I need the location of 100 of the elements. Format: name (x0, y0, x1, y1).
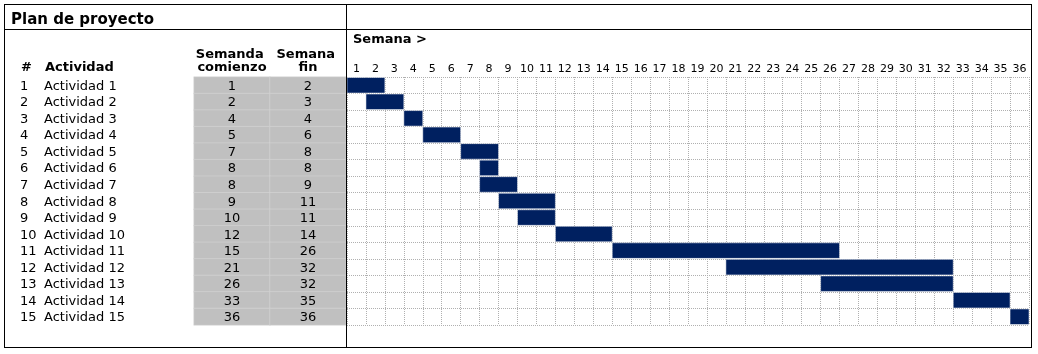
y-tick-label: Actividad 9 (44, 210, 117, 226)
data-label: 4 (227, 110, 237, 126)
data-label: 3 (303, 94, 313, 110)
y2-tick-label: 13 (20, 276, 37, 292)
y-tick-label: Actividad 6 (44, 160, 117, 176)
data-label: 36 (299, 309, 317, 325)
x-tick-label: 27 (842, 62, 857, 75)
y2-tick-label: 3 (20, 110, 29, 126)
y-tick-label: Actividad 13 (44, 276, 125, 292)
x-tick-label: 36 (1012, 62, 1027, 75)
data-label: 8 (227, 160, 237, 176)
text: # (21, 59, 32, 74)
y-tick-label: Actividad 2 (44, 94, 117, 110)
y2-tick-label: 5 (20, 143, 29, 159)
x-tick-label: Semanda comienzo (195, 46, 269, 74)
x-tick-label: 2 (371, 62, 379, 75)
data-label: 1 (227, 77, 237, 93)
y2-tick-label: 9 (20, 210, 29, 226)
y2-tick-label: 8 (20, 193, 29, 209)
x-tick-label: 18 (671, 62, 686, 75)
x-tick-label: 11 (538, 62, 553, 75)
data-label: 8 (303, 143, 313, 159)
x-tick-label: 16 (633, 62, 648, 75)
data-label: 9 (227, 193, 237, 209)
y-tick-label: Actividad 10 (44, 226, 125, 242)
chart-title: Plan de proyecto (11, 10, 155, 28)
data-label: 32 (299, 259, 317, 275)
x-tick-label: 17 (652, 62, 667, 75)
y-tick-label: Actividad 5 (44, 143, 117, 159)
data-label: 5 (227, 127, 237, 143)
x-tick-label: 1 (352, 62, 360, 75)
data-label: 35 (299, 292, 317, 308)
data-label: 6 (303, 127, 313, 143)
y2-tick-label: 15 (20, 309, 37, 325)
y2-tick-label: 4 (20, 127, 29, 143)
x-tick-label: 22 (747, 62, 762, 75)
y2-tick-label: 12 (20, 259, 37, 275)
data-label: 12 (223, 226, 241, 242)
data-label: 9 (303, 176, 313, 192)
x-tick-label: 5 (428, 62, 436, 75)
y2-tick-label: 6 (20, 160, 29, 176)
x-tick-label: 13 (576, 62, 591, 75)
y-tick-label: Actividad 4 (44, 127, 117, 143)
y-axis-title: Actividad (45, 59, 114, 74)
y2-tick-label: 7 (20, 176, 29, 192)
data-label: 8 (227, 176, 237, 192)
x-tick-label: 26 (823, 62, 838, 75)
y2-tick-label: 10 (20, 226, 37, 242)
x-tick-label: 24 (785, 62, 800, 75)
x-tick-label: 15 (614, 62, 629, 75)
y2-tick-label: 2 (20, 94, 29, 110)
data-label: 2 (227, 94, 237, 110)
x-tick-label: Semana fin (276, 46, 340, 74)
x-tick-label: 19 (690, 62, 705, 75)
x-tick-label: 34 (974, 62, 989, 75)
x-tick-label: 23 (766, 62, 781, 75)
data-label: 4 (303, 110, 313, 126)
x-tick-label: 4 (409, 62, 417, 75)
y-tick-label: Actividad 1 (44, 77, 117, 93)
data-label: 21 (223, 259, 241, 275)
x-tick-label: 32 (936, 62, 951, 75)
x-tick-label: 35 (993, 62, 1008, 75)
y-tick-label: Actividad 8 (44, 193, 117, 209)
data-label: 15 (223, 243, 241, 259)
data-label: 11 (299, 210, 317, 226)
x-tick-label: 14 (595, 62, 610, 75)
x-tick-label: 29 (879, 62, 894, 75)
x-tick-label: 12 (557, 62, 572, 75)
data-label: 8 (303, 160, 313, 176)
data-label: 10 (223, 210, 241, 226)
x-tick-label: 21 (728, 62, 743, 75)
y-tick-label: Actividad 3 (44, 110, 117, 126)
x-tick-label: 30 (898, 62, 913, 75)
y-tick-label: Actividad 7 (44, 176, 117, 192)
data-label: 11 (299, 193, 317, 209)
x-tick-label: 7 (466, 62, 474, 75)
y2-tick-label: 11 (20, 243, 37, 259)
data-label: 2 (303, 77, 313, 93)
x-tick-label: 9 (504, 62, 512, 75)
data-label: 36 (223, 309, 241, 325)
data-label: 32 (299, 276, 317, 292)
y-tick-label: Actividad 12 (44, 259, 125, 275)
data-label: 33 (223, 292, 241, 308)
x-tick-label: 33 (955, 62, 970, 75)
x-tick-label: 28 (860, 62, 875, 75)
x-tick-label: 31 (917, 62, 932, 75)
data-label: 26 (223, 276, 241, 292)
x-axis-title: Semana > (353, 31, 427, 46)
x-tick-label: 6 (447, 62, 455, 75)
y-tick-label: Actividad 15 (44, 309, 125, 325)
x-tick-label: 10 (519, 62, 534, 75)
x-tick-label: 8 (485, 62, 493, 75)
data-label: 26 (299, 243, 317, 259)
x-tick-label: 20 (709, 62, 724, 75)
y2-tick-label: 14 (20, 292, 37, 308)
y-tick-label: Actividad 11 (44, 243, 125, 259)
x-tick-label: 25 (804, 62, 819, 75)
y2-tick-label: 1 (20, 77, 29, 93)
data-label: 14 (299, 226, 317, 242)
x-tick-label: 3 (390, 62, 398, 75)
